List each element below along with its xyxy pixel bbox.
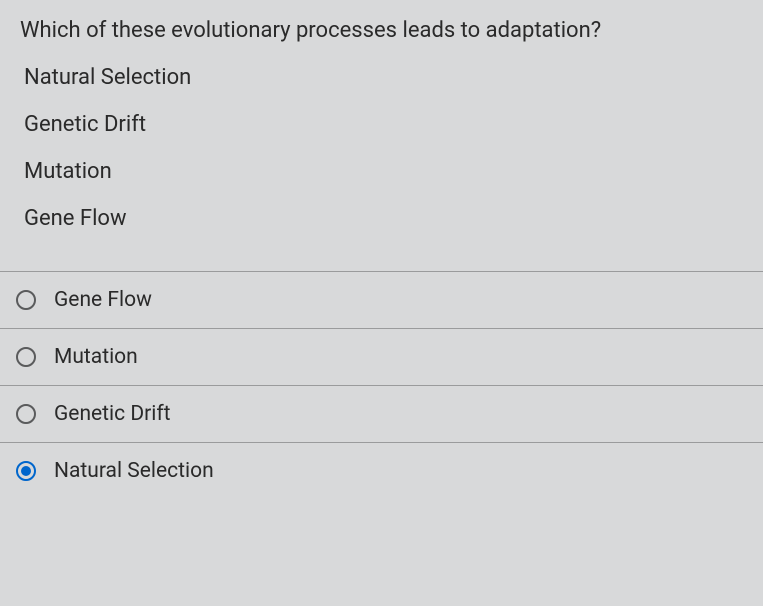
option-label: Genetic Drift bbox=[54, 402, 171, 426]
option-gene-flow[interactable]: Gene Flow bbox=[0, 271, 763, 328]
radio-icon bbox=[16, 404, 36, 424]
context-item: Gene Flow bbox=[24, 206, 743, 231]
option-genetic-drift[interactable]: Genetic Drift bbox=[0, 385, 763, 442]
radio-icon bbox=[16, 347, 36, 367]
radio-icon bbox=[16, 290, 36, 310]
question-container: Which of these evolutionary processes le… bbox=[0, 0, 763, 231]
context-item: Natural Selection bbox=[24, 65, 743, 90]
options-container: Gene Flow Mutation Genetic Drift Natural… bbox=[0, 271, 763, 499]
question-prompt: Which of these evolutionary processes le… bbox=[20, 18, 743, 43]
option-natural-selection[interactable]: Natural Selection bbox=[0, 442, 763, 499]
option-label: Mutation bbox=[54, 345, 138, 369]
context-item: Genetic Drift bbox=[24, 112, 743, 137]
radio-icon-selected bbox=[16, 461, 36, 481]
option-label: Gene Flow bbox=[54, 288, 152, 312]
context-item: Mutation bbox=[24, 159, 743, 184]
option-label: Natural Selection bbox=[54, 459, 214, 483]
context-list: Natural Selection Genetic Drift Mutation… bbox=[20, 65, 743, 231]
option-mutation[interactable]: Mutation bbox=[0, 328, 763, 385]
